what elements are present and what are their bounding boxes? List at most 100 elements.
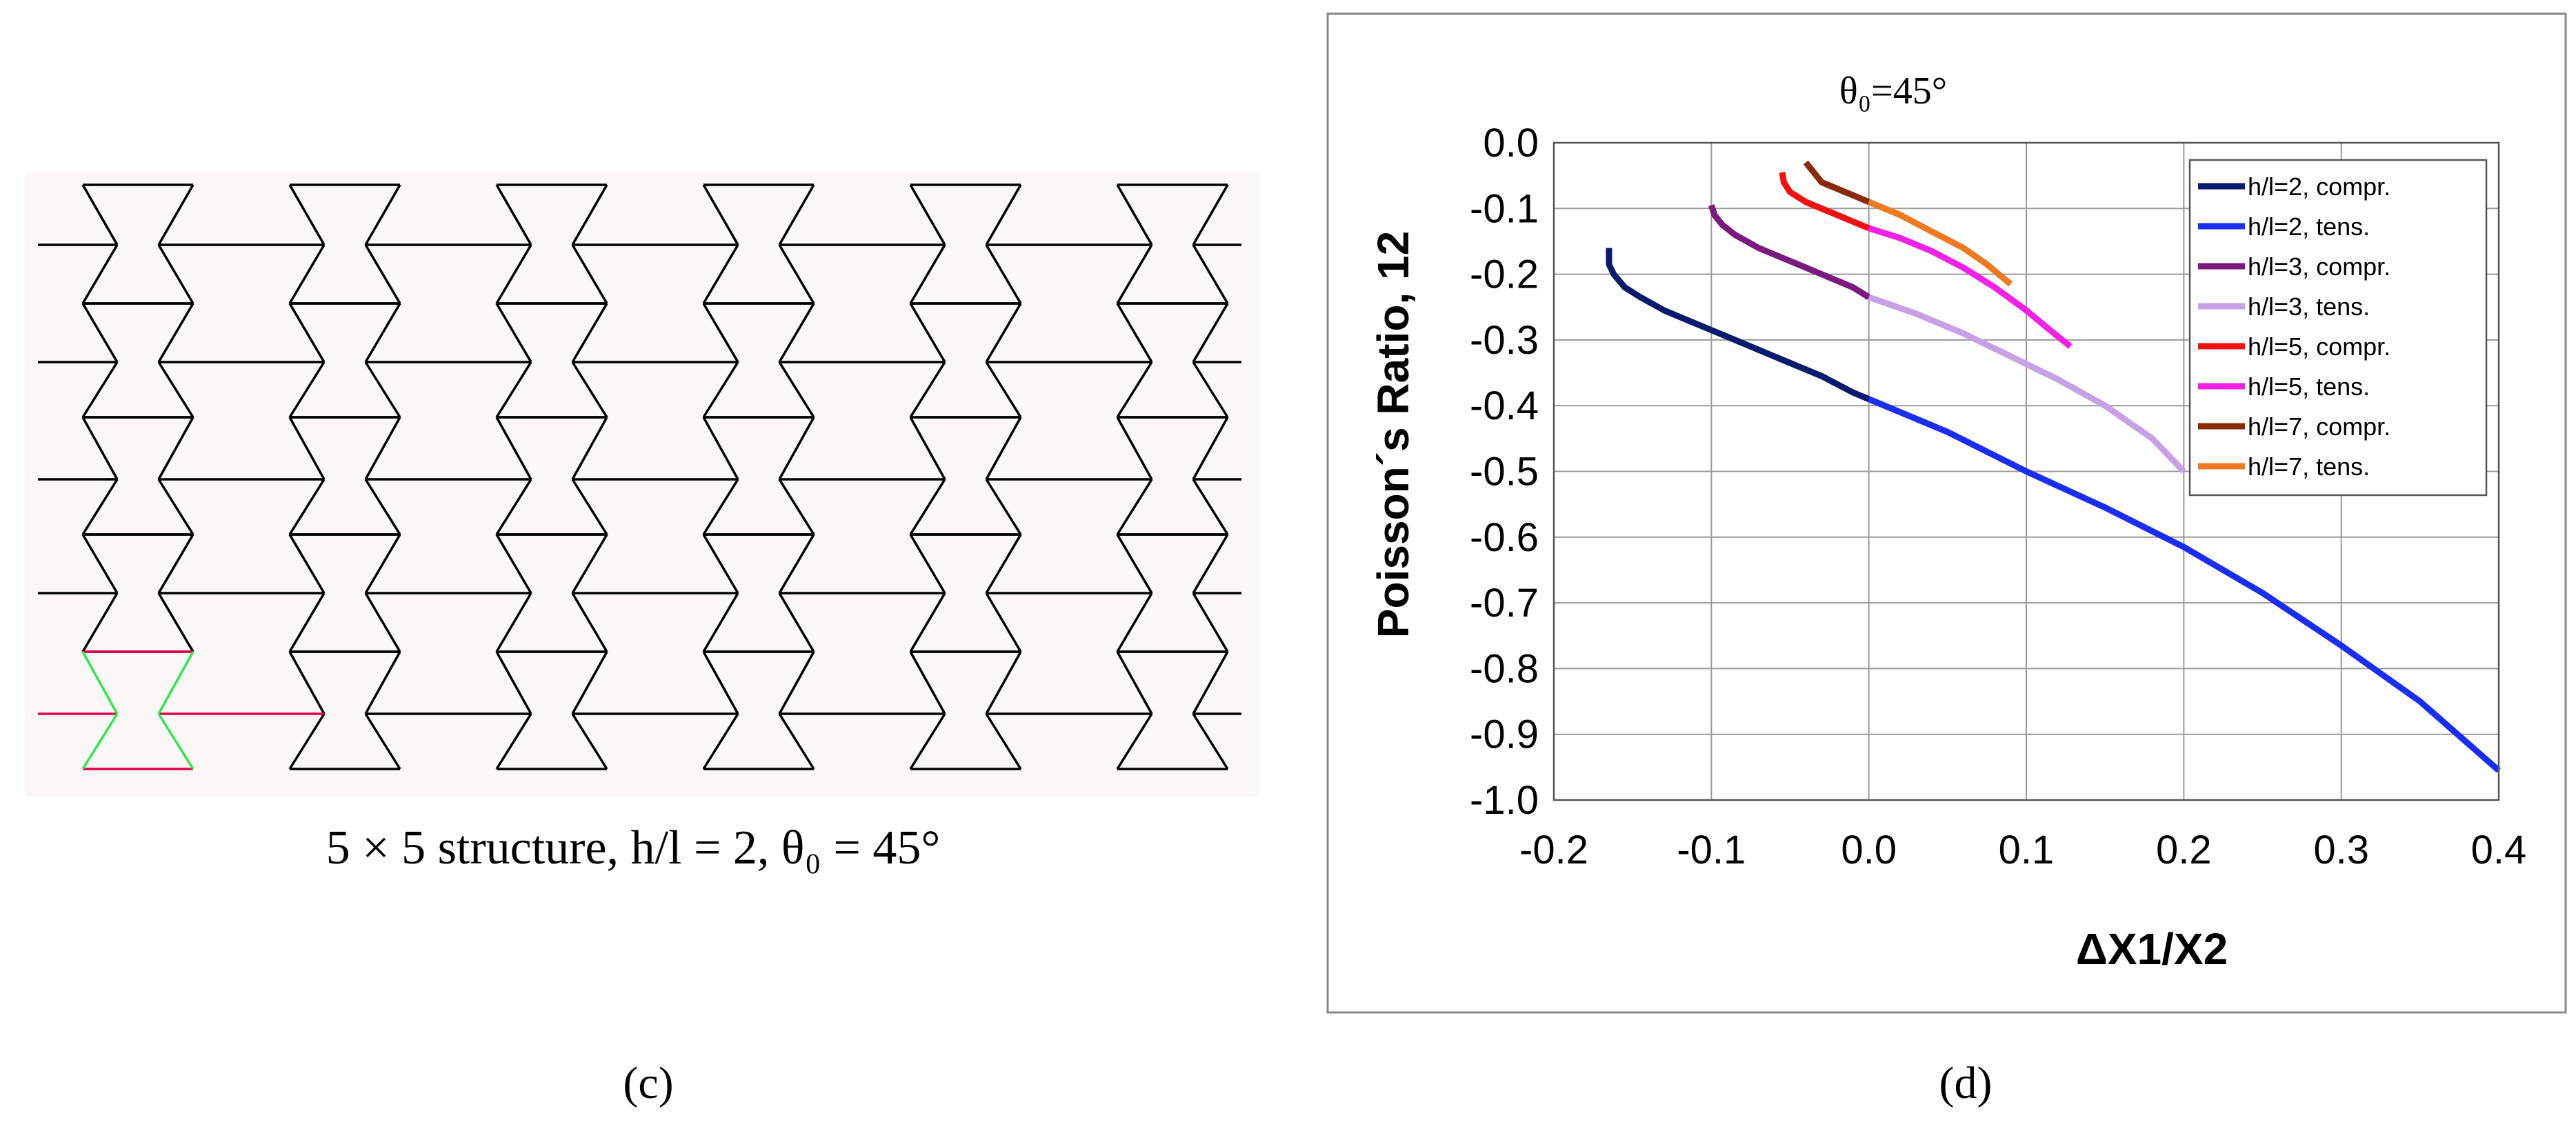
- lattice-strut: [495, 184, 532, 246]
- lattice-strut: [81, 303, 119, 363]
- lattice-strut: [778, 417, 815, 480]
- lattice-strut: [571, 184, 608, 246]
- lattice-strut: [702, 592, 739, 652]
- x-tick-label: 0.2: [2156, 828, 2212, 872]
- chart-axes: [1552, 141, 2500, 801]
- lattice-strut: [571, 534, 608, 594]
- lattice-strut: [778, 534, 815, 594]
- lattice-strut: [985, 534, 1022, 594]
- highlight-strut: [81, 713, 119, 770]
- x-axis-label: ΔX1/X2: [2076, 924, 2228, 974]
- lattice-strut: [1116, 244, 1153, 304]
- lattice-strut: [571, 479, 608, 535]
- lattice-strut: [571, 713, 608, 770]
- x-tick-label: 0.0: [1841, 828, 1897, 872]
- lattice-strut: [571, 417, 608, 480]
- lattice-strut: [1116, 592, 1153, 652]
- y-tick-label: -0.3: [1470, 318, 1539, 363]
- y-axis-label: Poisson´s Ratio, 12: [1368, 231, 1418, 638]
- x-tick-label: -0.2: [1519, 828, 1588, 872]
- lattice-strut: [81, 244, 119, 304]
- lattice-strut: [81, 479, 119, 535]
- x-tick-label: -0.1: [1677, 828, 1746, 872]
- lattice-strut: [288, 244, 326, 304]
- highlight-strut: [157, 713, 194, 770]
- lattice-strut: [364, 303, 401, 363]
- lattice-strut: [571, 303, 608, 363]
- chart-legend: h/l=2, compr. h/l=2, tens. h/l=3, compr. h/…: [2188, 159, 2488, 497]
- lattice-diagram: 5 × 5 structure, h/l = 2, θ₀ = 45° (c): [38, 183, 1241, 1108]
- lattice-strut: [909, 184, 946, 246]
- lattice-strut: [1192, 534, 1229, 594]
- lattice-strut: [985, 592, 1022, 652]
- lattice-strut: [157, 479, 194, 535]
- lattice-strut: [288, 361, 326, 418]
- lattice-strut: [985, 479, 1022, 535]
- legend-entry: h/l=7, tens.: [2248, 452, 2370, 481]
- lattice-strut: [985, 417, 1022, 480]
- lattice-strut: [81, 361, 119, 418]
- lattice-strut: [1192, 479, 1229, 535]
- lattice-strut: [1116, 479, 1153, 535]
- y-tick-label: -0.6: [1470, 515, 1539, 560]
- lattice-strut: [985, 713, 1022, 770]
- lattice-strut: [571, 244, 608, 304]
- lattice-strut: [778, 244, 815, 304]
- lattice-strut: [364, 184, 401, 246]
- lattice-strut: [157, 534, 194, 594]
- lattice-strut: [1116, 713, 1153, 770]
- legend-entry: h/l=2, compr.: [2248, 172, 2390, 201]
- legend-entry: h/l=5, tens.: [2248, 372, 2370, 401]
- lattice-strut: [1116, 184, 1153, 246]
- lattice-strut: [81, 417, 119, 480]
- panel-c-label: (c): [623, 1058, 673, 1108]
- lattice-strut: [364, 651, 401, 715]
- series-line: [1779, 172, 1870, 232]
- lattice-strut: [288, 417, 326, 480]
- lattice-strut: [985, 303, 1022, 363]
- lattice-strut: [702, 651, 739, 715]
- y-tick-label: -0.7: [1470, 581, 1539, 626]
- x-tick-labels: -0.2 -0.1 0.0 0.1 0.2 0.3 0.4: [1519, 828, 2526, 872]
- series-line: [1867, 396, 2501, 773]
- lattice-strut: [288, 592, 326, 652]
- highlight-strut: [81, 651, 119, 715]
- series-line: [1606, 248, 1870, 402]
- lattice-strut: [778, 592, 815, 652]
- y-tick-label: -0.2: [1470, 252, 1539, 297]
- lattice-strut: [1116, 651, 1153, 715]
- lattice-strut: [702, 713, 739, 770]
- lattice-strut: [364, 244, 401, 304]
- lattice-strut: [702, 534, 739, 594]
- lattice-strut: [778, 479, 815, 535]
- lattice-strut: [702, 361, 739, 418]
- legend-entry: h/l=5, compr.: [2248, 332, 2390, 361]
- legend-entry: h/l=2, tens.: [2248, 212, 2370, 241]
- y-tick-label: -0.4: [1470, 383, 1539, 428]
- lattice-strut: [985, 244, 1022, 304]
- chart-title: θ₀=45°: [1839, 70, 1947, 112]
- x-tick-label: 0.4: [2471, 828, 2527, 872]
- lattice-strut: [364, 713, 401, 770]
- series-line: [1803, 160, 1870, 205]
- lattice-strut: [1192, 651, 1229, 715]
- y-tick-labels: 0.0 -0.1 -0.2 -0.3 -0.4 -0.5 -0.6 -0.7 -0.8 -0.9 -…: [1470, 121, 1539, 823]
- lattice-strut: [778, 361, 815, 418]
- lattice-strut: [157, 361, 194, 418]
- lattice-strut: [1192, 244, 1229, 304]
- lattice-strut: [364, 534, 401, 594]
- lattice-strut: [1192, 303, 1229, 363]
- lattice-caption: 5 × 5 structure, h/l = 2, θ₀ = 45°: [326, 821, 941, 875]
- lattice-strut: [157, 592, 194, 652]
- chart-frame: [1326, 12, 2567, 1014]
- lattice-strut: [909, 417, 946, 480]
- lattice-strut: [364, 592, 401, 652]
- lattice-strut: [495, 713, 532, 770]
- lattice-strut: [909, 534, 946, 594]
- y-tick-label: -0.1: [1470, 186, 1539, 231]
- legend-entry: h/l=3, compr.: [2248, 252, 2390, 281]
- lattice-strut: [495, 651, 532, 715]
- x-tick-label: 0.1: [1999, 828, 2055, 872]
- legend-entry: h/l=7, compr.: [2248, 412, 2390, 441]
